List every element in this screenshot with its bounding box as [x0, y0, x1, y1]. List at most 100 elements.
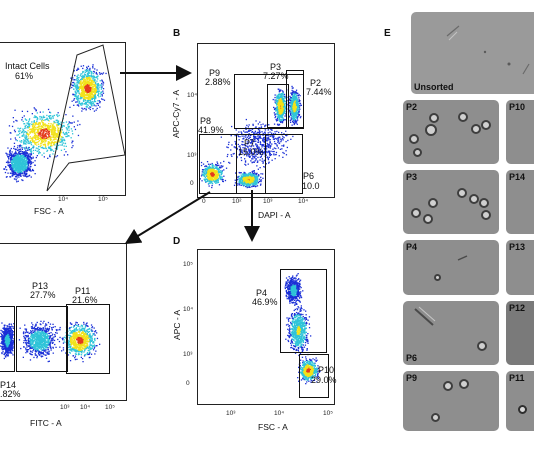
micrograph-p3: P3 — [403, 170, 499, 234]
micrograph-p14: P14 — [506, 170, 534, 234]
gate-pct-p6: 10.0 — [302, 181, 320, 191]
panel-e-letter: E — [384, 28, 391, 39]
gate-p4 — [280, 269, 327, 353]
micrograph-p9: P9 — [403, 371, 499, 431]
tile-label-p12: P12 — [509, 303, 526, 313]
panel-b-ytick: 0 — [190, 180, 194, 187]
cell — [429, 113, 439, 123]
panel-b-dots — [199, 85, 302, 189]
cell — [428, 198, 438, 208]
cell — [479, 198, 489, 208]
micrograph-p6: P6 — [403, 301, 499, 365]
tile-label-p6: P6 — [406, 353, 418, 363]
panel-a-plot: Intact Cells 61% — [0, 42, 126, 196]
panel-b-yaxis-title: APC-Cy7 - A — [171, 89, 181, 138]
tile-label-p11: P11 — [509, 373, 525, 383]
panel-c-xtick: 10³ — [60, 404, 70, 411]
panel-d-xtick: 10³ — [226, 410, 236, 417]
cell — [409, 134, 419, 144]
panel-c-xtick: 10⁵ — [105, 404, 115, 411]
gate-p13 — [16, 306, 68, 372]
panel-c-xaxis-title: FITC - A — [30, 418, 62, 428]
cell — [481, 210, 491, 220]
panel-b-ytick: 10³ — [187, 152, 197, 159]
gate-pct-p3: 7.27% — [263, 71, 289, 81]
panel-a-xtick: 10⁴ — [58, 196, 69, 203]
panel-a-xaxis-title: FSC - A — [34, 206, 64, 216]
cell — [434, 274, 441, 281]
gate-label-p8: P8 — [200, 116, 212, 126]
gate-label-p10: P10 — [318, 365, 335, 375]
cell — [469, 194, 479, 204]
tile-label-p3: P3 — [406, 172, 418, 182]
cell — [459, 379, 469, 389]
panel-d-yaxis-title: APC - A — [172, 309, 182, 340]
gate-pct-p13: 27.7% — [30, 290, 56, 300]
gate-pct-p7: 15.0% — [238, 147, 264, 157]
panel-c-xtick: 10⁴ — [80, 404, 91, 411]
panel-b-xaxis-title: DAPI - A — [258, 210, 291, 220]
gate-p6 — [265, 134, 303, 194]
tile-label-p2: P2 — [406, 102, 418, 112]
arrow-b-to-c — [124, 191, 211, 245]
cell — [458, 112, 468, 122]
cell — [471, 124, 481, 134]
panel-d-xaxis-title: FSC - A — [258, 422, 288, 432]
panel-d-plot — [197, 249, 335, 405]
gate-p11 — [66, 304, 110, 374]
gate-label-p6: P6 — [303, 171, 315, 181]
cell — [411, 208, 421, 218]
tile-label-p4: P4 — [406, 242, 418, 252]
tile-label-unsorted: Unsorted — [414, 82, 454, 92]
gate-p14 — [0, 306, 15, 372]
panel-d-ytick: 0 — [186, 380, 190, 387]
panel-d-ytick: 10⁵ — [183, 261, 193, 268]
gate-pct-p10: 29.0% — [311, 375, 337, 385]
gate-pct-p4: 46.9% — [252, 297, 278, 307]
panel-b-plot — [197, 43, 335, 198]
gate-pct-p2: 7.44% — [306, 87, 332, 97]
panel-b-xtick: 10² — [232, 198, 242, 205]
tile-label-p13: P13 — [509, 242, 526, 252]
gate-pct-p9: 2.88% — [205, 77, 231, 87]
cell — [443, 381, 453, 391]
panel-b-ytick: 10⁴ — [187, 92, 198, 99]
cell — [477, 341, 487, 351]
micrograph-p12: P12 — [506, 301, 534, 365]
cell — [431, 413, 440, 422]
panel-d-ytick: 10³ — [183, 351, 193, 358]
micrograph-p13: P13 — [506, 240, 534, 295]
panel-d-ytick: 10⁴ — [183, 306, 194, 313]
debris-marks — [414, 306, 436, 326]
cell — [518, 405, 527, 414]
gate-label-p13: P13 — [32, 281, 49, 291]
gate-label-p7: P7 — [244, 138, 256, 148]
tile-label-p9: P9 — [406, 373, 418, 383]
gate-label-intact-cells: Intact Cells — [5, 61, 50, 71]
cell — [457, 188, 467, 198]
panel-c-dots — [0, 320, 101, 363]
cell — [413, 148, 422, 157]
tile-label-p14: P14 — [509, 172, 526, 182]
gate-p2 — [286, 70, 304, 128]
micrograph-p11: P11 — [506, 371, 534, 431]
gate-label-p2: P2 — [310, 78, 322, 88]
panel-d-letter: D — [173, 236, 181, 247]
gate-p10 — [299, 354, 329, 398]
panel-d-xtick: 10⁵ — [323, 410, 333, 417]
cell — [425, 124, 437, 136]
micrograph-unsorted: Unsorted — [411, 12, 534, 94]
panel-a-gate-intact — [46, 44, 125, 192]
gate-label-p3: P3 — [270, 62, 282, 72]
gate-label-p9: P9 — [209, 68, 221, 78]
debris-marks — [446, 25, 530, 75]
gate-label-p4: P4 — [256, 288, 268, 298]
micrograph-p10: P10 — [506, 100, 534, 164]
panel-d-dots — [284, 273, 321, 385]
gate-pct-p11: 21.6% — [72, 295, 98, 305]
panel-a-dots — [3, 64, 107, 183]
cell — [423, 214, 433, 224]
panel-a-xtick: 10⁵ — [98, 196, 108, 203]
panel-b-xtick: 0 — [202, 198, 206, 205]
